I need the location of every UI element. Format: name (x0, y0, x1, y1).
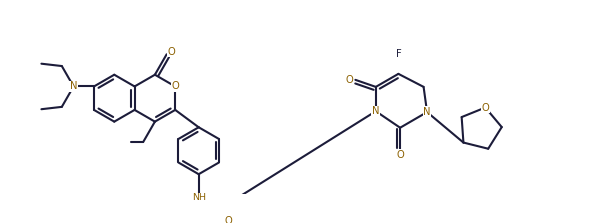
Text: O: O (396, 150, 404, 160)
Text: N: N (372, 106, 379, 116)
Text: F: F (395, 49, 401, 59)
Text: O: O (167, 47, 175, 57)
Text: N: N (423, 107, 431, 117)
Text: NH: NH (192, 193, 206, 202)
Text: O: O (481, 103, 489, 113)
Text: O: O (224, 216, 232, 223)
Text: O: O (171, 81, 179, 91)
Text: O: O (345, 75, 353, 85)
Text: N: N (70, 81, 77, 91)
